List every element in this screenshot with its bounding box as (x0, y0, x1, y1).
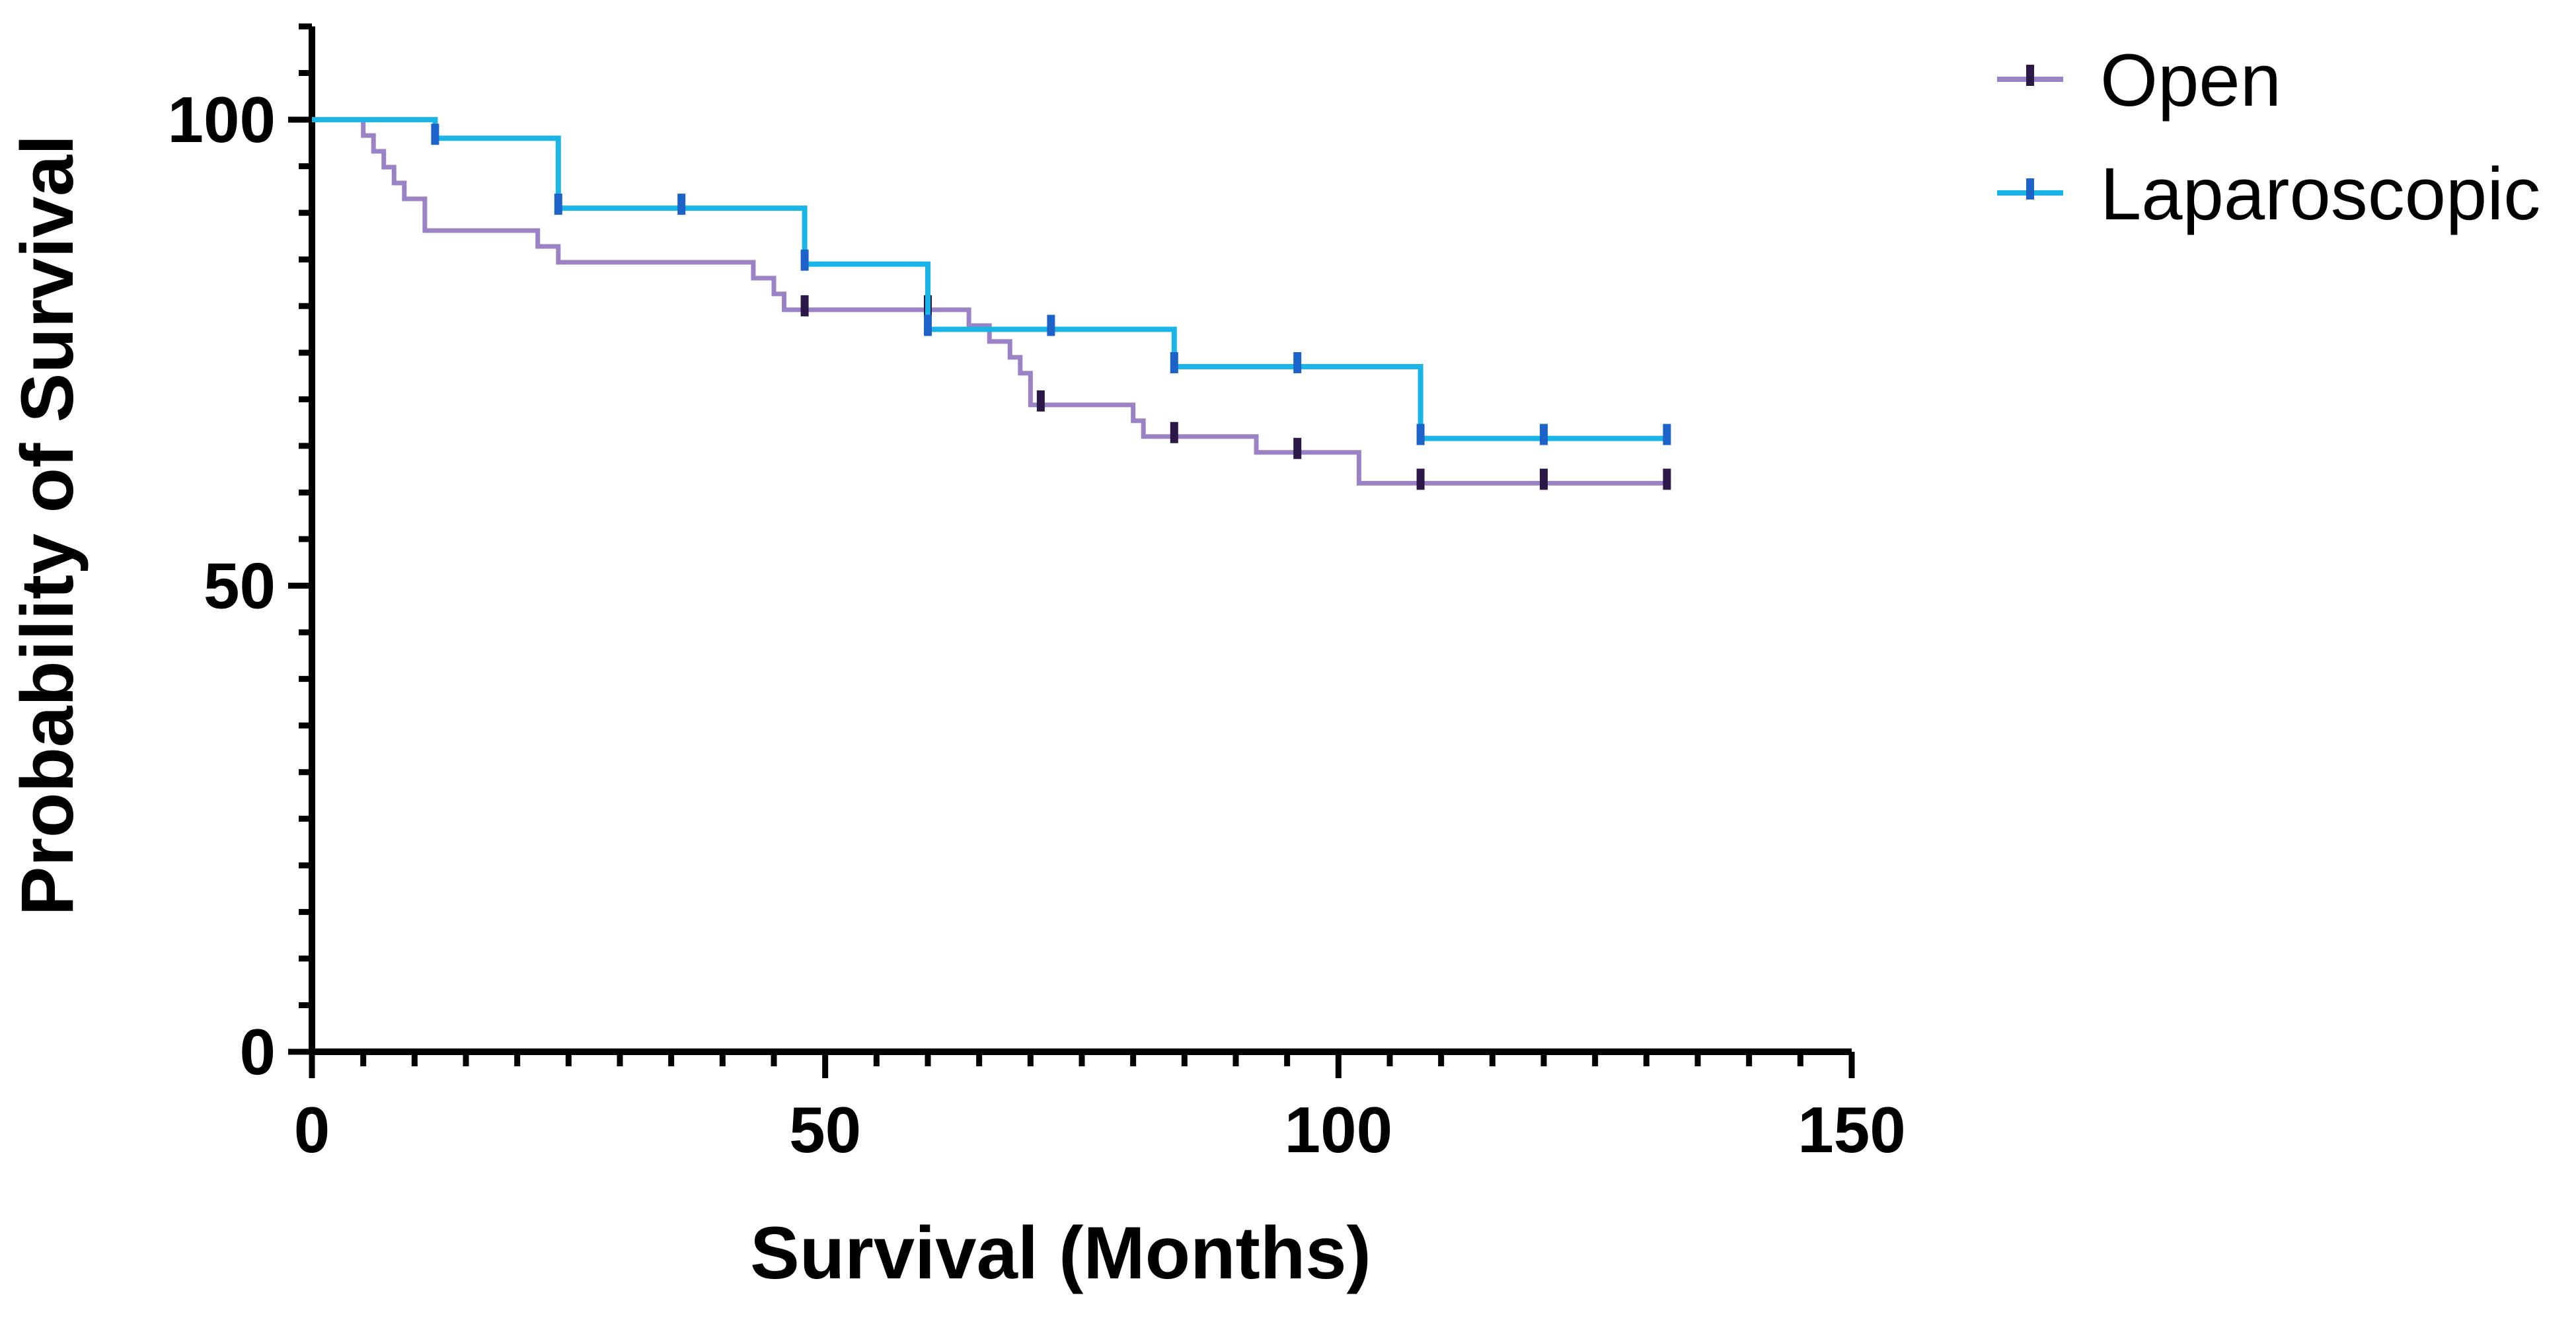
legend-item-open: Open (1997, 39, 2281, 122)
y-axis-title: Probability of Survival (6, 135, 89, 916)
x-tick-label: 0 (294, 1093, 330, 1166)
series-laparoscopic (312, 117, 1671, 445)
y-tick-label: 100 (167, 83, 276, 156)
x-tick-label: 50 (789, 1093, 861, 1166)
axes: 0 50 100 0 50 100 150 (167, 23, 1906, 1166)
x-axis-title: Survival (Months) (750, 1212, 1371, 1294)
legend: Open Laparoscopic (1997, 39, 2540, 235)
x-tick-label: 150 (1798, 1093, 1906, 1166)
legend-label-open: Open (2100, 39, 2281, 122)
series-layer (312, 117, 1671, 490)
y-tick-label: 0 (239, 1015, 276, 1088)
series-open (312, 117, 1671, 490)
legend-label-laparoscopic: Laparoscopic (2100, 153, 2540, 235)
series-line-laparoscopic (312, 117, 1667, 441)
series-line-open (312, 117, 1667, 486)
legend-item-laparoscopic: Laparoscopic (1997, 153, 2540, 235)
y-tick-label: 50 (204, 550, 276, 622)
x-tick-label: 100 (1285, 1093, 1393, 1166)
